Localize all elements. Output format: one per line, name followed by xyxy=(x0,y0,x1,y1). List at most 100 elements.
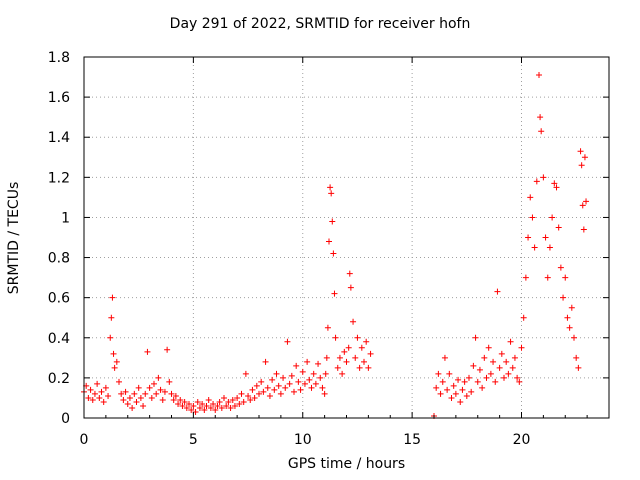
data-point xyxy=(221,394,227,401)
data-point xyxy=(581,154,588,161)
data-point xyxy=(509,364,516,371)
data-point xyxy=(481,354,488,361)
data-point xyxy=(450,382,457,389)
data-point xyxy=(170,396,177,403)
y-tick-label: 0.4 xyxy=(48,331,70,347)
data-point xyxy=(91,390,98,397)
data-point xyxy=(331,290,338,297)
data-point xyxy=(135,384,142,391)
x-tick-label: 5 xyxy=(189,432,198,448)
data-point xyxy=(485,344,492,351)
data-point xyxy=(194,398,201,405)
data-point xyxy=(87,386,94,393)
data-point xyxy=(476,366,483,373)
data-point xyxy=(358,344,365,351)
data-point xyxy=(336,354,343,361)
data-point xyxy=(124,400,131,407)
data-point xyxy=(96,394,103,401)
data-point xyxy=(496,364,503,371)
data-point xyxy=(435,370,442,377)
data-point xyxy=(339,370,346,377)
data-point xyxy=(580,226,587,233)
data-point xyxy=(210,400,217,407)
data-point xyxy=(271,386,278,393)
data-point xyxy=(102,384,109,391)
data-point xyxy=(533,178,540,185)
data-point xyxy=(501,374,507,381)
data-point xyxy=(321,390,328,397)
data-point xyxy=(236,400,243,407)
data-point xyxy=(555,224,562,231)
data-point xyxy=(238,390,245,397)
y-tick-label: 0.8 xyxy=(48,251,70,267)
y-tick-label: 0 xyxy=(61,411,70,427)
data-point xyxy=(258,378,265,385)
data-point xyxy=(280,374,287,381)
data-point xyxy=(312,380,319,387)
data-point xyxy=(522,274,529,281)
data-point xyxy=(201,406,208,413)
data-point xyxy=(284,338,291,345)
data-point xyxy=(205,396,212,403)
data-point xyxy=(566,324,573,331)
data-point xyxy=(492,378,499,385)
data-point xyxy=(441,354,448,361)
data-points xyxy=(81,72,590,419)
data-point xyxy=(511,354,518,361)
data-point xyxy=(579,202,586,209)
data-point xyxy=(365,364,372,371)
data-point xyxy=(190,402,197,409)
data-point xyxy=(328,190,335,197)
data-point xyxy=(105,392,112,399)
data-point xyxy=(466,374,472,381)
data-point xyxy=(326,238,332,245)
data-point xyxy=(334,364,341,371)
data-point xyxy=(218,404,225,411)
data-point xyxy=(439,378,446,385)
data-point xyxy=(487,370,494,377)
data-point xyxy=(304,358,311,365)
data-point xyxy=(549,214,556,221)
data-point xyxy=(557,264,564,271)
data-point xyxy=(229,396,236,403)
data-point xyxy=(361,358,367,365)
data-point xyxy=(231,402,238,409)
data-point xyxy=(293,362,300,369)
data-point xyxy=(341,348,348,355)
data-point xyxy=(126,394,133,401)
chart-title: Day 291 of 2022, SRMTID for receiver hof… xyxy=(169,16,471,32)
data-point xyxy=(347,284,354,291)
data-point xyxy=(225,398,232,405)
data-point xyxy=(203,402,210,409)
data-point xyxy=(514,374,521,381)
data-point xyxy=(518,344,525,351)
data-point xyxy=(494,288,501,295)
data-point xyxy=(505,370,512,377)
data-point xyxy=(308,384,315,391)
data-point xyxy=(461,378,468,385)
data-point xyxy=(181,398,188,405)
data-point xyxy=(542,234,549,241)
data-point xyxy=(214,402,221,409)
data-point xyxy=(330,250,337,257)
data-point xyxy=(137,394,144,401)
data-point xyxy=(98,388,105,395)
data-point xyxy=(507,338,514,345)
data-point xyxy=(437,390,444,397)
data-point xyxy=(474,378,481,385)
data-point xyxy=(551,180,558,187)
data-point xyxy=(116,378,122,385)
data-point xyxy=(192,408,199,415)
data-point xyxy=(562,274,569,281)
data-point xyxy=(573,354,580,361)
data-point xyxy=(110,350,117,357)
data-point xyxy=(227,404,234,411)
x-tick-label: 10 xyxy=(294,432,312,448)
data-point xyxy=(216,398,223,405)
data-point xyxy=(175,400,182,407)
data-point xyxy=(161,388,168,395)
data-point xyxy=(352,354,359,361)
y-tick-label: 1.8 xyxy=(48,50,70,66)
data-point xyxy=(301,380,308,387)
data-point xyxy=(483,374,490,381)
